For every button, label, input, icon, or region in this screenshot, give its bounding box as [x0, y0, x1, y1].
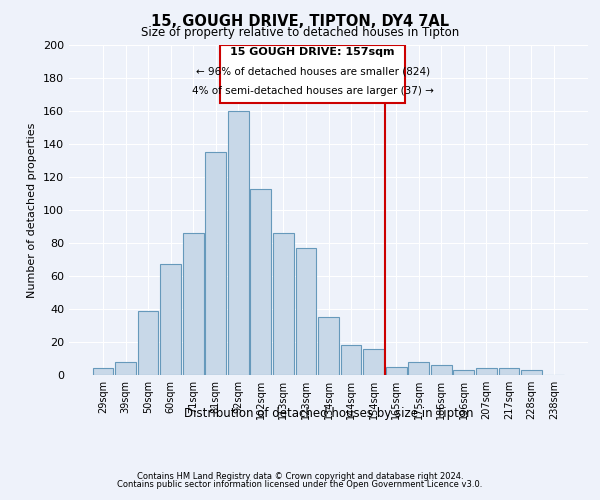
Bar — [409, 362, 429, 375]
Bar — [92, 368, 113, 375]
Bar — [205, 152, 226, 375]
Bar — [431, 365, 452, 375]
Text: Contains public sector information licensed under the Open Government Licence v3: Contains public sector information licen… — [118, 480, 482, 489]
Bar — [521, 370, 542, 375]
FancyBboxPatch shape — [220, 45, 405, 103]
Bar — [476, 368, 497, 375]
Text: ← 96% of detached houses are smaller (824): ← 96% of detached houses are smaller (82… — [196, 66, 430, 76]
Text: 15, GOUGH DRIVE, TIPTON, DY4 7AL: 15, GOUGH DRIVE, TIPTON, DY4 7AL — [151, 14, 449, 29]
Bar — [341, 346, 361, 375]
Bar — [296, 248, 316, 375]
Text: 15 GOUGH DRIVE: 157sqm: 15 GOUGH DRIVE: 157sqm — [230, 48, 395, 58]
Bar — [160, 264, 181, 375]
Bar — [115, 362, 136, 375]
Text: Size of property relative to detached houses in Tipton: Size of property relative to detached ho… — [141, 26, 459, 39]
Bar — [318, 318, 339, 375]
Text: Distribution of detached houses by size in Tipton: Distribution of detached houses by size … — [184, 408, 473, 420]
Bar — [273, 233, 294, 375]
Bar — [454, 370, 474, 375]
Bar — [183, 233, 203, 375]
Text: Contains HM Land Registry data © Crown copyright and database right 2024.: Contains HM Land Registry data © Crown c… — [137, 472, 463, 481]
Bar — [386, 367, 407, 375]
Bar — [499, 368, 520, 375]
Bar — [228, 111, 248, 375]
Y-axis label: Number of detached properties: Number of detached properties — [28, 122, 37, 298]
Bar — [363, 348, 384, 375]
Text: 4% of semi-detached houses are larger (37) →: 4% of semi-detached houses are larger (3… — [192, 86, 434, 96]
Bar — [137, 310, 158, 375]
Bar — [250, 188, 271, 375]
